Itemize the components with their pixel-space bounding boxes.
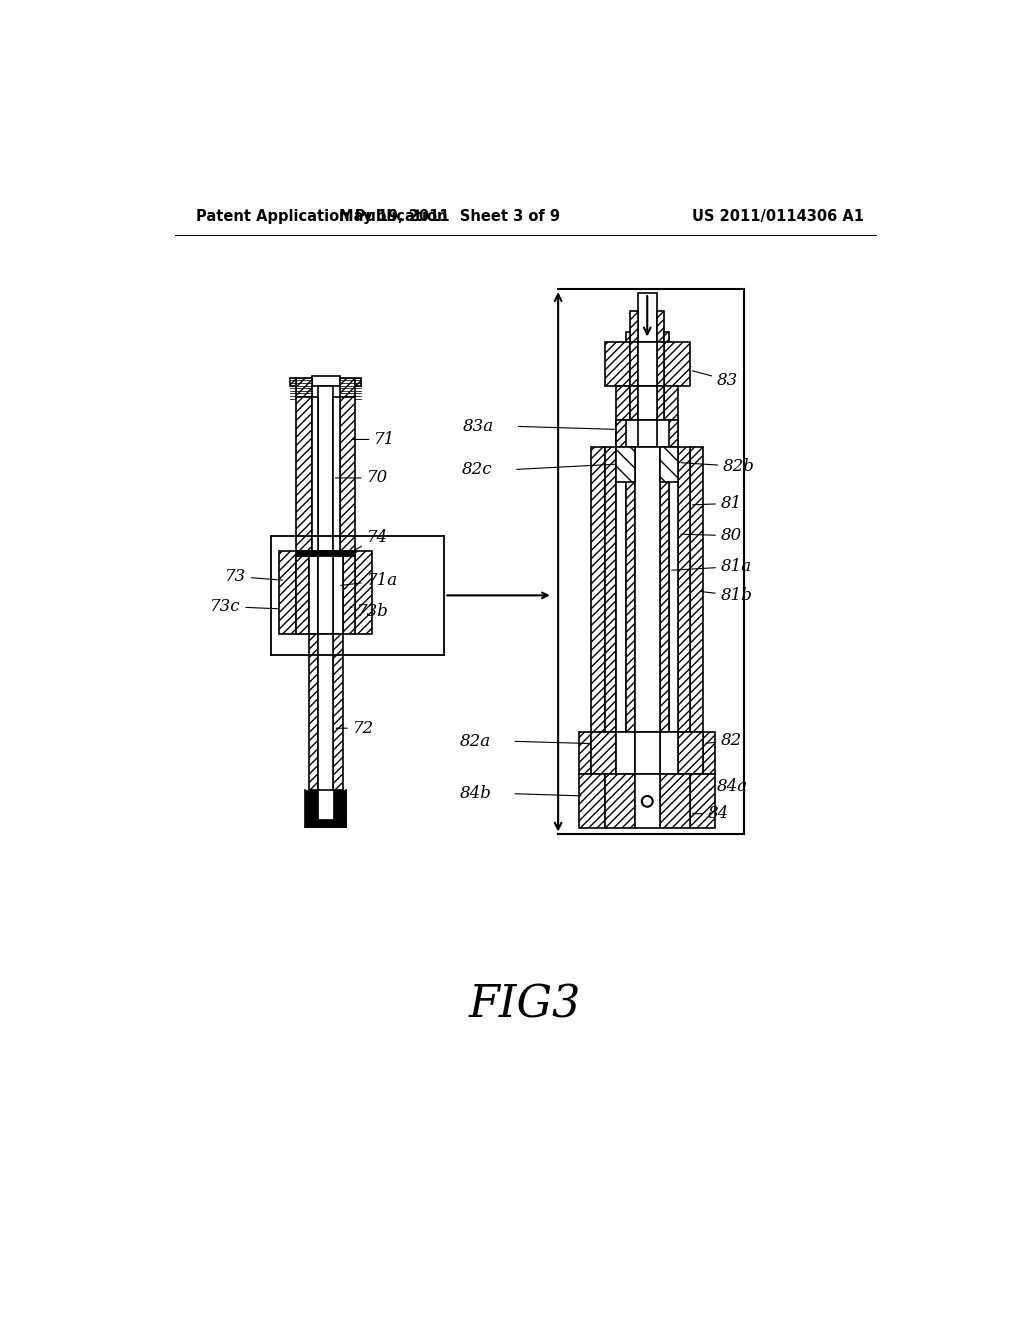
Bar <box>343 556 355 635</box>
Text: 82: 82 <box>706 733 742 748</box>
Bar <box>690 447 703 733</box>
Text: 73: 73 <box>224 568 283 585</box>
Bar <box>290 378 296 385</box>
Bar <box>296 378 311 397</box>
Text: 84a: 84a <box>710 779 749 795</box>
Bar <box>308 556 317 635</box>
Bar <box>340 397 355 552</box>
Text: 73b: 73b <box>350 603 389 619</box>
Bar <box>678 447 690 733</box>
Bar <box>669 420 678 447</box>
Bar <box>334 397 340 552</box>
Text: 72: 72 <box>336 719 374 737</box>
Text: FIG3: FIG3 <box>469 983 581 1027</box>
Text: May 19, 2011  Sheet 3 of 9: May 19, 2011 Sheet 3 of 9 <box>339 209 560 223</box>
Bar <box>592 733 616 775</box>
Bar <box>630 312 638 342</box>
Bar <box>656 342 665 385</box>
Text: 84: 84 <box>692 805 729 822</box>
Text: 82a: 82a <box>460 733 490 750</box>
Bar <box>635 775 659 829</box>
Bar <box>630 385 638 420</box>
Text: 80: 80 <box>681 527 742 544</box>
Bar <box>638 342 656 385</box>
Bar <box>665 385 678 420</box>
Bar <box>656 385 665 420</box>
Bar <box>604 775 635 829</box>
Bar <box>626 447 635 733</box>
Bar <box>659 733 678 775</box>
Bar <box>334 635 343 789</box>
Bar <box>579 733 592 775</box>
Bar <box>638 385 656 420</box>
Bar <box>334 789 346 818</box>
Bar <box>340 378 355 397</box>
Text: 74: 74 <box>351 529 388 552</box>
Bar <box>334 556 343 635</box>
Bar <box>579 775 604 829</box>
Bar <box>317 385 334 552</box>
Bar <box>308 635 317 789</box>
Bar <box>616 420 626 447</box>
Bar <box>616 420 678 447</box>
Text: 73c: 73c <box>210 598 278 615</box>
Bar <box>604 342 630 385</box>
Bar <box>355 552 372 635</box>
Bar <box>626 331 630 351</box>
Text: 71a: 71a <box>341 572 398 589</box>
Text: 84b: 84b <box>460 785 492 803</box>
Bar <box>635 733 659 775</box>
Bar <box>635 447 659 733</box>
Text: 82c: 82c <box>461 461 492 478</box>
Bar <box>638 420 656 447</box>
Text: 83: 83 <box>692 371 738 388</box>
Text: 81b: 81b <box>700 587 753 605</box>
Text: US 2011/0114306 A1: US 2011/0114306 A1 <box>692 209 864 223</box>
Bar <box>616 733 635 775</box>
Bar <box>703 733 716 775</box>
Bar <box>355 378 361 385</box>
Bar <box>669 447 678 733</box>
Bar <box>630 342 638 385</box>
Bar <box>317 552 334 635</box>
Bar <box>665 342 690 385</box>
Bar <box>616 447 626 733</box>
Text: 70: 70 <box>336 470 388 487</box>
Bar <box>305 818 346 826</box>
Bar <box>311 397 317 552</box>
Bar <box>678 733 703 775</box>
Text: Patent Application Publication: Patent Application Publication <box>197 209 447 223</box>
Text: 81: 81 <box>692 495 742 512</box>
Bar <box>656 312 665 342</box>
Text: 82b: 82b <box>681 458 755 475</box>
Bar <box>317 635 334 789</box>
Bar <box>690 775 716 829</box>
Bar <box>659 775 690 829</box>
Bar <box>616 385 630 420</box>
Bar <box>665 331 669 351</box>
Bar <box>638 293 656 342</box>
Bar <box>296 550 355 556</box>
Text: 83a: 83a <box>463 418 494 434</box>
Bar <box>305 789 317 818</box>
Bar <box>659 447 669 733</box>
Bar <box>296 556 308 635</box>
Bar <box>592 447 604 733</box>
Bar <box>616 447 635 482</box>
Bar <box>659 447 678 482</box>
Text: 71: 71 <box>351 430 395 447</box>
Bar <box>280 552 296 635</box>
Bar <box>296 397 311 552</box>
Bar <box>311 376 340 385</box>
Text: 81a: 81a <box>672 558 752 576</box>
Bar <box>604 447 616 733</box>
